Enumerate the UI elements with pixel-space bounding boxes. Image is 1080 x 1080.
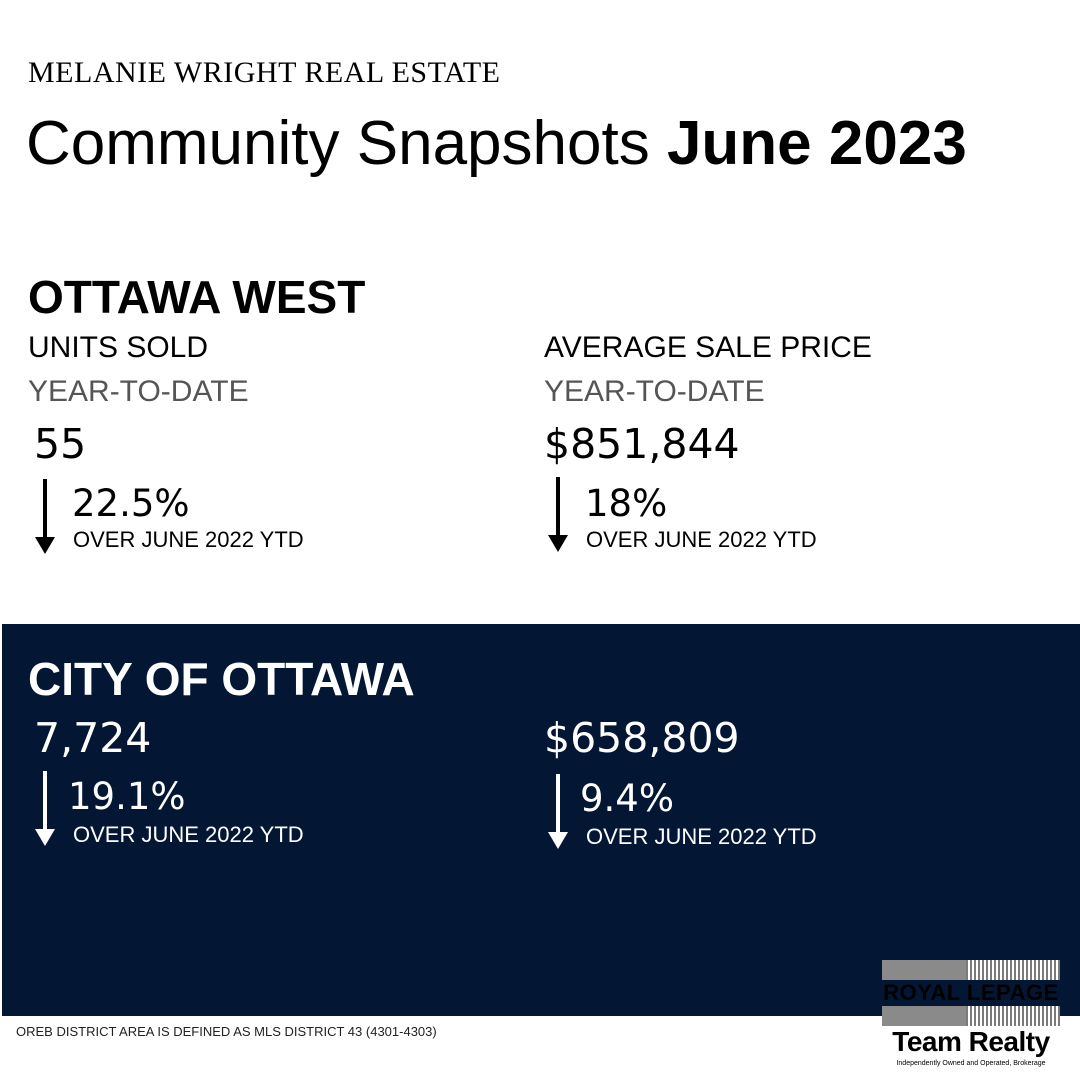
page-title: Community Snapshots June 2023 (26, 113, 967, 175)
logo-stripe-top (882, 960, 1060, 980)
district-footnote: OREB DISTRICT AREA IS DEFINED AS MLS DIS… (16, 1024, 437, 1039)
city-of-ottawa-panel (2, 624, 1080, 1016)
avg-price-period: YEAR-TO-DATE (544, 375, 765, 408)
units-sold-comparison: OVER JUNE 2022 YTD (73, 527, 304, 552)
avg-price-change: 18% (585, 482, 668, 525)
avg-price-label: AVERAGE SALE PRICE (544, 331, 872, 364)
city-price-value: $658,809 (544, 714, 740, 762)
arrow-down-icon (548, 477, 568, 552)
page-title-light: Community Snapshots (26, 109, 667, 178)
city-units-change: 19.1% (68, 775, 186, 818)
arrow-down-icon (548, 774, 568, 849)
logo-tagline: Independently Owned and Operated, Broker… (896, 1060, 1046, 1067)
city-price-change: 9.4% (580, 777, 674, 820)
units-sold-value: 55 (34, 420, 87, 468)
section-title-city-of-ottawa: CITY OF OTTAWA (28, 653, 415, 705)
page-title-month: June 2023 (666, 109, 967, 178)
logo-stripe-bottom (882, 1006, 1060, 1026)
brand-name: MELANIE WRIGHT REAL ESTATE (28, 56, 501, 89)
avg-price-value: $851,844 (544, 420, 740, 468)
units-sold-period: YEAR-TO-DATE (28, 375, 249, 408)
logo-team-text: Team Realty (892, 1026, 1050, 1057)
arrow-down-icon (35, 771, 55, 846)
city-units-comparison: OVER JUNE 2022 YTD (73, 822, 304, 847)
avg-price-comparison: OVER JUNE 2022 YTD (586, 527, 817, 552)
city-units-value: 7,724 (34, 714, 152, 762)
units-sold-label: UNITS SOLD (28, 331, 209, 364)
arrow-down-icon (35, 479, 55, 554)
royal-lepage-logo: ROYAL LEPAGE Team Realty Independently O… (882, 960, 1060, 1074)
section-title-ottawa-west: OTTAWA WEST (28, 271, 366, 323)
units-sold-change: 22.5% (72, 482, 190, 525)
city-price-comparison: OVER JUNE 2022 YTD (586, 824, 817, 849)
logo-brand-text: ROYAL LEPAGE (883, 980, 1059, 1005)
